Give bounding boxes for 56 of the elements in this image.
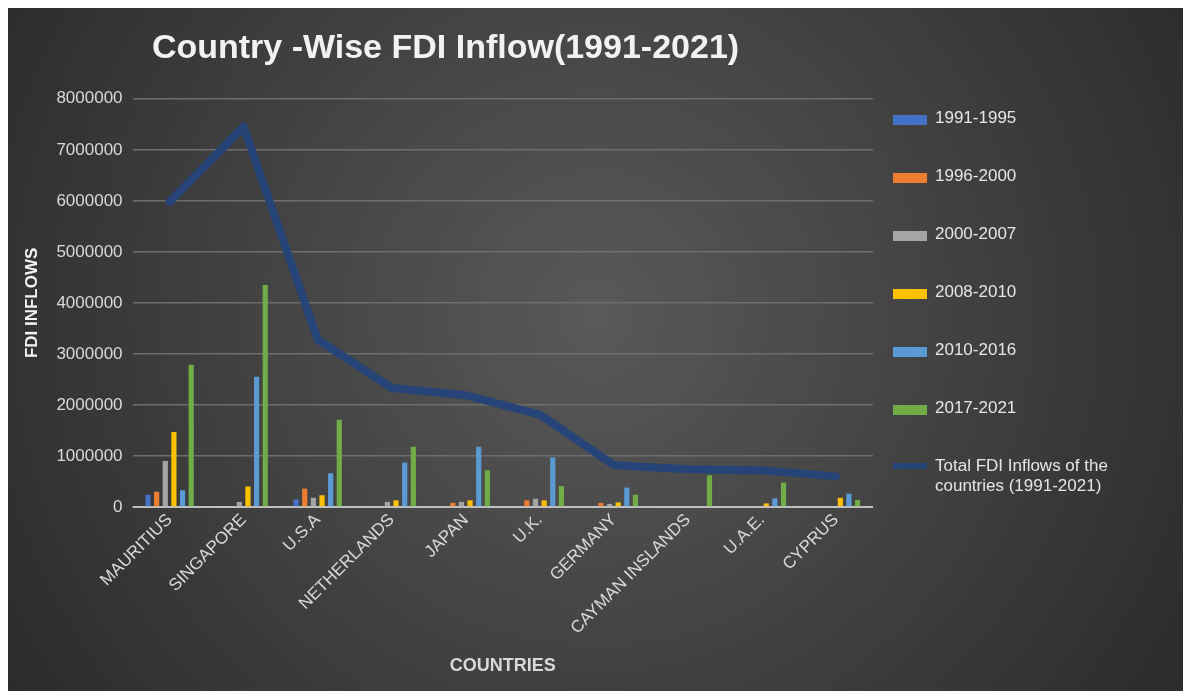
bar (262, 285, 268, 507)
bar (541, 500, 547, 507)
x-tick-label: U.K. (509, 509, 546, 547)
bar (154, 491, 160, 507)
bar (293, 499, 299, 507)
bar (393, 500, 399, 507)
bar (854, 499, 861, 507)
bar (772, 498, 778, 507)
bar (615, 502, 621, 507)
y-tick-label: 8000000 (56, 88, 123, 108)
y-tick-label: 0 (113, 496, 123, 516)
bar (837, 497, 843, 507)
y-axis-title: FDI INFLOWS (21, 247, 41, 359)
bar (162, 461, 168, 507)
legend-label: Total FDI Inflows of the countries (1991-2021) (935, 456, 1109, 496)
bar (319, 495, 325, 507)
y-tick-label: 7000000 (56, 139, 123, 159)
y-tick-label: 4000000 (56, 292, 123, 312)
y-tick-label: 5000000 (56, 241, 123, 261)
bar (624, 487, 630, 507)
legend-label: 1996-2000 (935, 166, 1017, 186)
bar (467, 500, 473, 507)
bar (550, 457, 556, 507)
bar (310, 497, 316, 507)
bar (254, 376, 260, 507)
bar (179, 490, 186, 507)
y-tick-label: 2000000 (56, 394, 123, 414)
legend-label: 1991-1995 (935, 108, 1017, 128)
y-tick-label: 1000000 (56, 445, 123, 465)
legend-label: 2017-2021 (935, 398, 1017, 418)
bar (302, 488, 308, 507)
bar (780, 482, 787, 507)
bar (558, 486, 564, 507)
bar (188, 364, 194, 507)
bar (245, 486, 251, 507)
x-axis-title: COUNTRIES (449, 655, 556, 676)
bar (145, 494, 151, 507)
bar (476, 446, 482, 507)
bar (410, 446, 416, 507)
bar (336, 419, 342, 507)
bar (524, 500, 530, 507)
chart-title: Country -Wise FDI Inflow(1991-2021) (151, 26, 740, 65)
bar (402, 462, 408, 507)
legend-label: 2000-2007 (935, 224, 1017, 244)
bar (484, 470, 490, 507)
bar (328, 473, 334, 507)
y-tick-label: 6000000 (56, 190, 123, 210)
bar (632, 494, 639, 507)
bar (706, 475, 713, 507)
bar (763, 503, 769, 507)
bar (846, 493, 852, 507)
y-tick-label: 3000000 (56, 343, 123, 363)
bar (532, 498, 539, 507)
bar (171, 431, 177, 507)
legend-label: 2008-2010 (935, 282, 1017, 302)
legend-label: 2010-2016 (935, 340, 1017, 360)
